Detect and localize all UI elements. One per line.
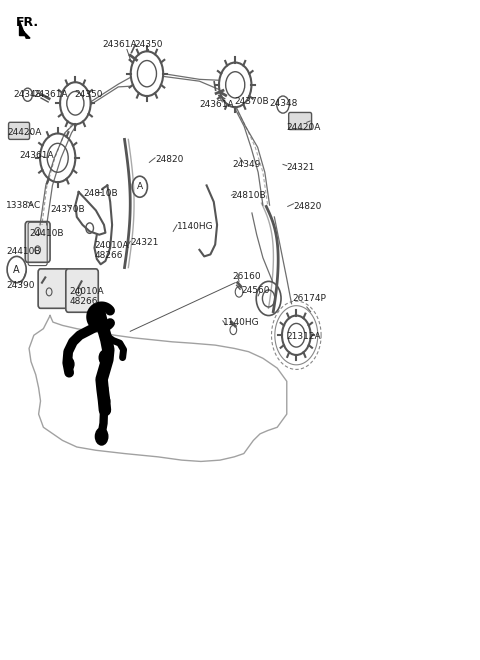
Text: 24348: 24348 xyxy=(13,90,42,99)
Text: A: A xyxy=(13,265,20,275)
Circle shape xyxy=(96,428,108,445)
Text: 24560: 24560 xyxy=(241,286,269,295)
FancyBboxPatch shape xyxy=(38,269,69,308)
Circle shape xyxy=(98,383,108,396)
Text: FR.: FR. xyxy=(16,16,39,29)
Text: 24370B: 24370B xyxy=(50,205,84,214)
Text: 24370B: 24370B xyxy=(234,97,269,106)
FancyBboxPatch shape xyxy=(25,222,50,262)
Text: 1338AC: 1338AC xyxy=(6,201,41,210)
Text: 24820: 24820 xyxy=(293,202,322,211)
Text: 1140HG: 1140HG xyxy=(223,317,260,327)
FancyBboxPatch shape xyxy=(9,122,30,139)
Text: 24420A: 24420A xyxy=(7,128,41,137)
Text: 1140HG: 1140HG xyxy=(177,222,214,231)
Circle shape xyxy=(64,358,74,371)
Text: 24810B: 24810B xyxy=(84,189,118,198)
Text: 24361A: 24361A xyxy=(199,100,234,109)
Text: 24350: 24350 xyxy=(134,40,163,49)
Text: 26160: 26160 xyxy=(233,272,262,280)
Text: 24420A: 24420A xyxy=(287,123,321,132)
FancyBboxPatch shape xyxy=(66,269,98,312)
Circle shape xyxy=(7,256,26,282)
Text: A: A xyxy=(137,182,143,191)
Text: 24010A: 24010A xyxy=(95,242,129,250)
Text: 24321: 24321 xyxy=(287,162,315,172)
Text: 24350: 24350 xyxy=(74,90,102,99)
Text: 24348: 24348 xyxy=(270,99,298,108)
Text: 24361A: 24361A xyxy=(34,90,69,99)
Text: 24820: 24820 xyxy=(155,154,183,164)
Circle shape xyxy=(132,176,147,197)
Text: 26174P: 26174P xyxy=(292,294,326,303)
Text: 24010A: 24010A xyxy=(69,287,104,296)
Text: 24349: 24349 xyxy=(233,160,261,169)
Polygon shape xyxy=(20,21,30,38)
Text: 48266: 48266 xyxy=(95,251,123,259)
Circle shape xyxy=(101,395,110,407)
Text: 48266: 48266 xyxy=(69,296,97,306)
Circle shape xyxy=(99,350,110,365)
Text: 24410B: 24410B xyxy=(6,247,41,255)
Text: 21312A: 21312A xyxy=(287,332,322,341)
Text: 24410B: 24410B xyxy=(29,229,63,238)
Text: 24321: 24321 xyxy=(130,238,158,247)
Text: 24810B: 24810B xyxy=(231,191,266,200)
Text: 24361A: 24361A xyxy=(102,40,137,49)
FancyBboxPatch shape xyxy=(288,112,312,129)
Text: 24390: 24390 xyxy=(6,280,35,290)
Text: 24361A: 24361A xyxy=(20,151,54,160)
